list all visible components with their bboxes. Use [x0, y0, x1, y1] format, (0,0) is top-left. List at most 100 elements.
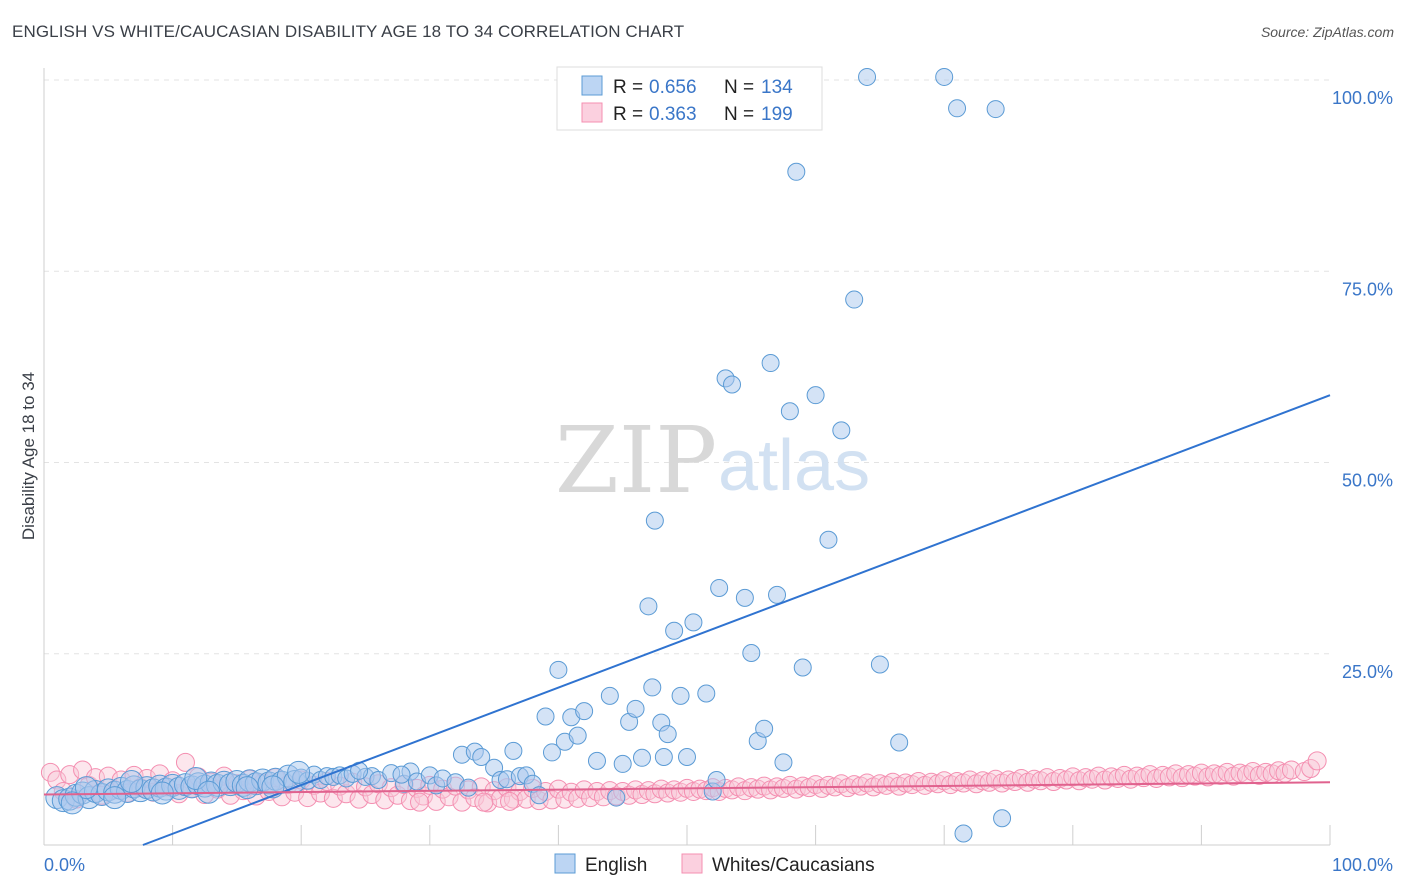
- point-english: [832, 421, 851, 440]
- x-tick-label: 0.0%: [44, 855, 85, 875]
- trend-line-english: [142, 394, 1331, 846]
- point-english: [575, 702, 594, 721]
- grid-lines: [44, 79, 1330, 655]
- point-english: [658, 725, 677, 744]
- point-english: [626, 699, 645, 718]
- point-english: [568, 726, 587, 745]
- stats-white-swatch: [581, 102, 603, 123]
- point-english: [607, 788, 626, 807]
- x-tick-labels: 0.0% 100.0%: [44, 855, 1393, 875]
- y-tick-label: 25.0%: [1342, 662, 1393, 682]
- point-english: [710, 578, 729, 597]
- point-english: [530, 786, 549, 805]
- point-english: [600, 686, 619, 705]
- stats-white-n-value: 199: [761, 104, 793, 125]
- point-english: [774, 753, 793, 772]
- point-english: [761, 354, 780, 373]
- x-tick-label: 100.0%: [1332, 855, 1393, 875]
- y-axis-label: Disability Age 18 to 34: [19, 372, 38, 540]
- legend-white-swatch: [681, 853, 703, 874]
- point-english: [819, 530, 838, 549]
- point-whites: [349, 789, 369, 809]
- point-english: [986, 100, 1005, 119]
- watermark-zip: ZIP: [555, 407, 717, 514]
- watermark-atlas: atlas: [718, 426, 870, 506]
- point-english: [542, 743, 561, 762]
- point-whites: [1301, 759, 1321, 778]
- point-english: [639, 597, 658, 616]
- point-english: [768, 585, 787, 604]
- legend-white-label: Whites/Caucasians: [712, 855, 875, 876]
- source-label: Source: ZipAtlas.com: [1260, 24, 1394, 40]
- point-english: [735, 588, 754, 607]
- stats-english-n-label: N =: [724, 77, 754, 98]
- point-english: [632, 748, 651, 767]
- point-english: [587, 751, 606, 770]
- legend-english-label: English: [585, 855, 647, 876]
- y-tick-label: 75.0%: [1342, 279, 1393, 299]
- point-english: [654, 748, 673, 767]
- point-whites: [323, 788, 343, 808]
- trend-line-whites: [43, 781, 1331, 796]
- point-english: [643, 678, 662, 697]
- series-english-points: [45, 67, 1012, 843]
- point-english: [707, 770, 726, 789]
- point-english: [645, 511, 664, 530]
- point-whites: [500, 791, 520, 811]
- point-english: [684, 613, 703, 632]
- point-english: [678, 748, 696, 767]
- stats-box: R = 0.656 N = 134 R = 0.363 N = 199: [556, 66, 823, 131]
- point-english: [858, 67, 877, 86]
- point-whites: [40, 762, 60, 782]
- point-english: [890, 733, 909, 752]
- point-whites: [410, 792, 430, 812]
- stats-english-n-value: 134: [761, 77, 793, 98]
- point-english: [793, 658, 812, 677]
- point-english: [671, 686, 690, 705]
- trend-lines: [43, 394, 1331, 846]
- point-english: [261, 775, 285, 799]
- point-english: [392, 765, 411, 784]
- point-english: [665, 621, 684, 640]
- axes: [43, 68, 1331, 846]
- point-english: [954, 824, 973, 843]
- point-english: [845, 290, 864, 309]
- y-tick-labels: 25.0% 50.0% 75.0% 100.0%: [1332, 88, 1393, 682]
- point-english: [755, 719, 774, 738]
- point-whites: [1307, 751, 1327, 771]
- point-english: [870, 655, 889, 674]
- y-tick-label: 50.0%: [1342, 471, 1393, 491]
- point-english: [459, 778, 478, 797]
- stats-white-r-label: R =: [613, 104, 643, 125]
- point-english: [287, 760, 311, 784]
- point-english: [472, 748, 491, 767]
- point-english: [993, 809, 1012, 828]
- point-english: [780, 402, 799, 421]
- point-english: [742, 643, 761, 662]
- point-english: [697, 684, 716, 703]
- point-english: [536, 707, 555, 726]
- point-english: [806, 386, 825, 405]
- stats-english-r-label: R =: [613, 77, 643, 98]
- point-whites: [175, 752, 195, 772]
- point-english: [948, 99, 967, 118]
- point-whites: [474, 792, 494, 812]
- point-english: [549, 660, 568, 679]
- stats-white-r-value: 0.363: [649, 104, 697, 125]
- point-whites: [60, 765, 80, 785]
- legend: English Whites/Caucasians: [554, 853, 875, 876]
- stats-english-r-value: 0.656: [649, 77, 697, 98]
- stats-english-swatch: [581, 75, 603, 96]
- point-english: [235, 776, 259, 800]
- chart-title: ENGLISH VS WHITE/CAUCASIAN DISABILITY AG…: [12, 22, 685, 41]
- stats-white-n-label: N =: [724, 104, 754, 125]
- point-english: [504, 741, 523, 760]
- point-english: [787, 162, 806, 181]
- point-english: [613, 754, 632, 773]
- y-tick-label: 100.0%: [1332, 88, 1393, 108]
- legend-english-swatch: [554, 853, 576, 874]
- point-english: [60, 791, 84, 815]
- point-english: [935, 67, 954, 86]
- point-english: [723, 375, 742, 394]
